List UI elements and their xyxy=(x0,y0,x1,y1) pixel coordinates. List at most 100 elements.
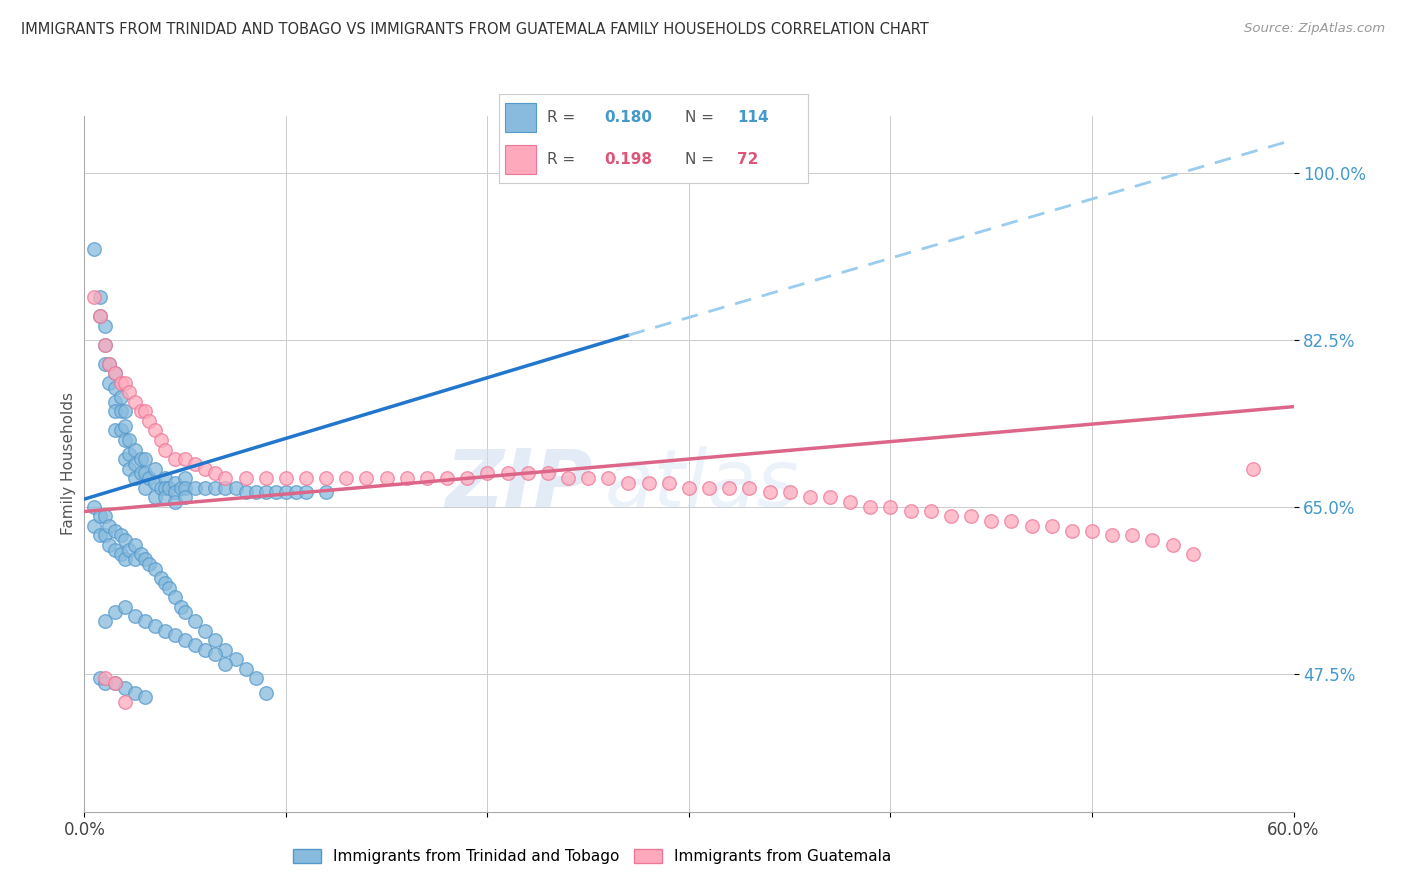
Point xyxy=(124,395,146,409)
Point xyxy=(153,442,176,457)
Point xyxy=(184,481,207,495)
Point xyxy=(315,471,337,485)
Point xyxy=(557,471,579,485)
Point xyxy=(194,642,217,657)
Point xyxy=(758,485,780,500)
Point xyxy=(1181,548,1204,562)
Point xyxy=(124,457,146,471)
Text: R =: R = xyxy=(547,152,581,167)
Point xyxy=(174,490,197,504)
Point xyxy=(879,500,901,514)
Point xyxy=(697,481,720,495)
Point xyxy=(799,490,821,504)
Point xyxy=(118,542,141,557)
Point xyxy=(174,633,197,648)
Point xyxy=(235,662,257,676)
Point xyxy=(153,576,176,591)
Point xyxy=(89,309,111,323)
Point xyxy=(104,605,127,619)
Point xyxy=(97,518,120,533)
Point xyxy=(110,376,132,390)
Point xyxy=(225,481,247,495)
Point xyxy=(149,571,172,585)
Point xyxy=(165,485,187,500)
Point xyxy=(214,481,236,495)
Point xyxy=(214,642,236,657)
Point xyxy=(134,467,156,481)
Point xyxy=(104,366,127,380)
Point xyxy=(110,404,132,418)
Point xyxy=(859,500,882,514)
Point xyxy=(134,614,156,628)
Point xyxy=(124,552,146,566)
Point xyxy=(1241,461,1264,475)
Legend: Immigrants from Trinidad and Tobago, Immigrants from Guatemala: Immigrants from Trinidad and Tobago, Imm… xyxy=(287,842,897,871)
Point xyxy=(83,500,105,514)
Point xyxy=(456,471,478,485)
Point xyxy=(818,490,841,504)
Point xyxy=(104,424,127,438)
Point xyxy=(129,404,152,418)
Text: 114: 114 xyxy=(737,110,769,125)
Point xyxy=(110,528,132,542)
Point xyxy=(114,418,136,433)
Point xyxy=(598,471,620,485)
Point xyxy=(93,671,115,685)
Point xyxy=(129,467,152,481)
Point xyxy=(110,390,132,404)
Point xyxy=(93,357,115,371)
Point xyxy=(153,490,176,504)
Point xyxy=(939,509,962,524)
Point xyxy=(93,337,115,351)
Point xyxy=(93,614,115,628)
Point xyxy=(1101,528,1123,542)
Point xyxy=(114,404,136,418)
Point xyxy=(153,624,176,638)
Point xyxy=(204,648,226,662)
Point xyxy=(1161,538,1184,552)
Point xyxy=(335,471,357,485)
Point xyxy=(194,461,217,475)
Point xyxy=(143,619,166,633)
Point xyxy=(194,624,217,638)
Point xyxy=(157,481,180,495)
Point xyxy=(129,452,152,467)
Point xyxy=(174,452,197,467)
Point xyxy=(138,414,160,428)
Point xyxy=(114,695,136,709)
Point xyxy=(124,471,146,485)
Point xyxy=(118,385,141,400)
Point xyxy=(165,628,187,642)
Point xyxy=(617,475,640,490)
Point xyxy=(254,685,277,699)
Point xyxy=(225,652,247,666)
Point xyxy=(245,485,267,500)
Point xyxy=(779,485,801,500)
Point xyxy=(1081,524,1104,538)
Point xyxy=(134,481,156,495)
Point xyxy=(184,457,207,471)
Point xyxy=(114,533,136,547)
Point xyxy=(124,538,146,552)
Text: 0.180: 0.180 xyxy=(605,110,652,125)
Point xyxy=(97,357,120,371)
Point xyxy=(153,471,176,485)
Point xyxy=(118,461,141,475)
Bar xyxy=(505,145,536,174)
Point xyxy=(138,557,160,571)
Point xyxy=(214,657,236,671)
Point xyxy=(960,509,983,524)
Point xyxy=(576,471,599,485)
Text: 0.198: 0.198 xyxy=(605,152,652,167)
Point xyxy=(375,471,398,485)
Point xyxy=(143,475,166,490)
Point xyxy=(194,481,217,495)
Point xyxy=(315,485,337,500)
Point xyxy=(124,442,146,457)
Point xyxy=(97,376,120,390)
Point xyxy=(83,518,105,533)
Point xyxy=(900,504,922,518)
Point xyxy=(83,290,105,304)
Point xyxy=(89,290,111,304)
Point xyxy=(104,404,127,418)
